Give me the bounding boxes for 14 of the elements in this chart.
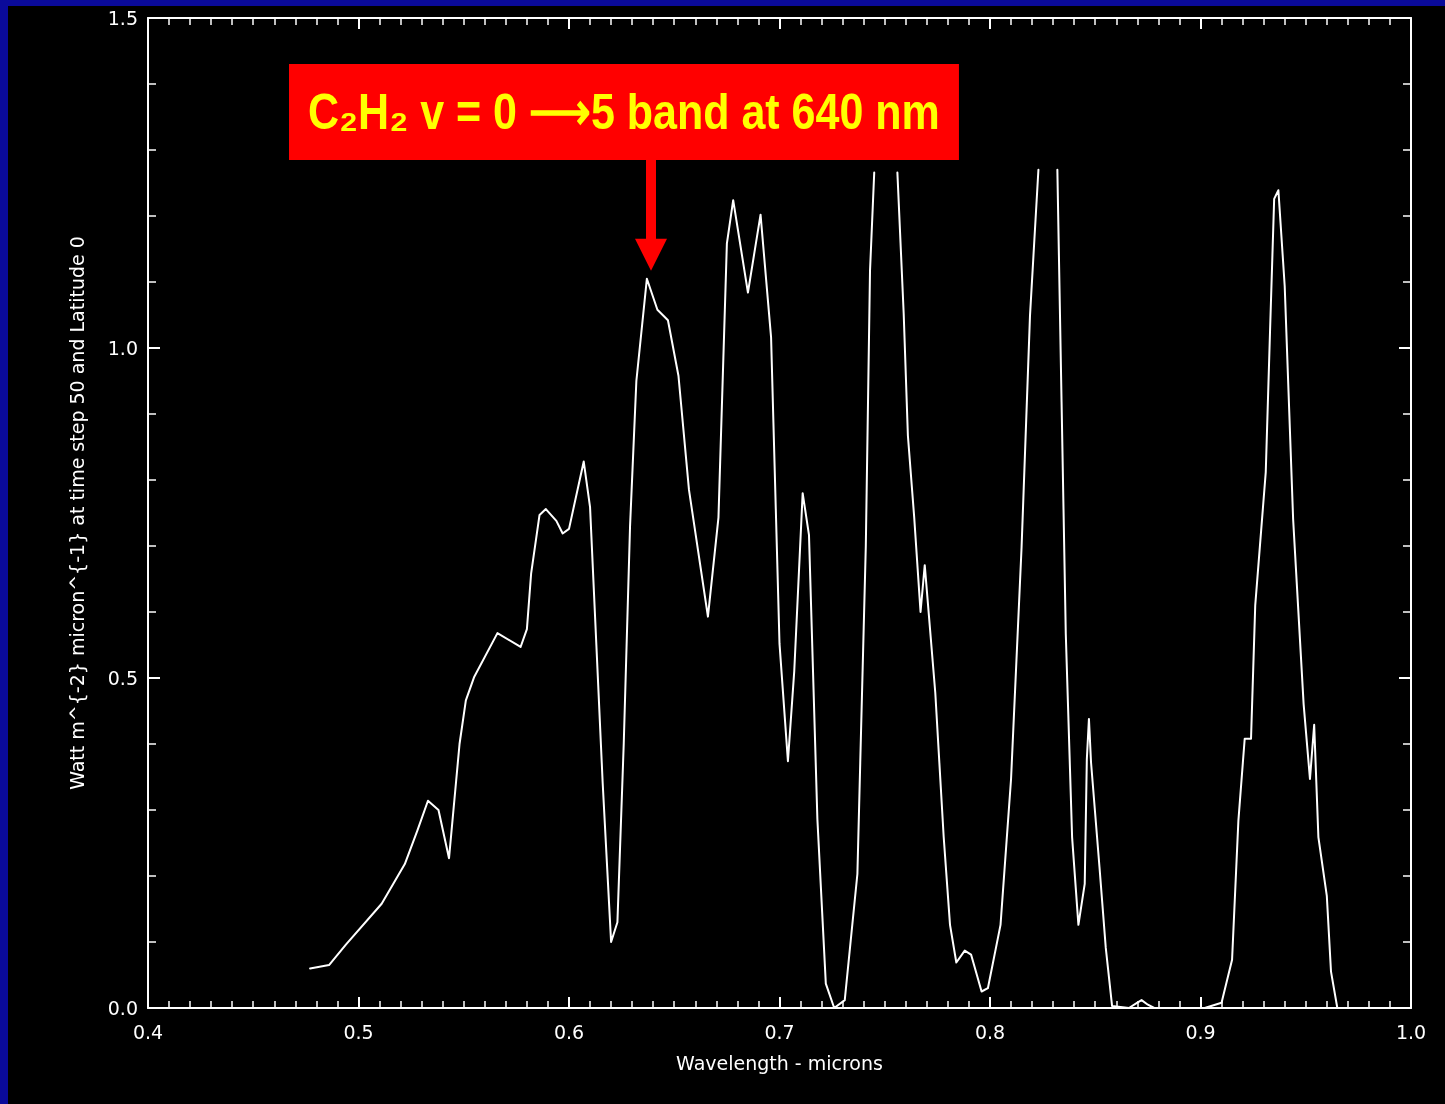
x-tick-label: 0.8: [974, 1020, 1006, 1043]
y-tick-label: 1.5: [107, 7, 138, 29]
x-tick-label: 0.9: [1185, 1020, 1216, 1043]
x-axis-title: Wavelength - microns: [676, 1051, 883, 1074]
annotation: C₂H₂ v = 0 ⟶5 band at 640 nm: [289, 64, 959, 160]
x-tick-label: 0.4: [132, 1020, 164, 1043]
x-tick-label: 0.6: [553, 1020, 585, 1043]
y-tick-label: 0.5: [107, 667, 138, 689]
y-tick-label: 0.0: [107, 997, 138, 1019]
y-tick-label: 1.0: [107, 337, 138, 359]
y-axis-title: Watt m^{-2} micron^{-1} at time step 50 and Latitude 0: [65, 236, 88, 790]
x-tick-label: 0.7: [764, 1020, 795, 1043]
x-tick-label: 0.5: [343, 1020, 374, 1043]
x-tick-label: 1.0: [1395, 1020, 1427, 1043]
